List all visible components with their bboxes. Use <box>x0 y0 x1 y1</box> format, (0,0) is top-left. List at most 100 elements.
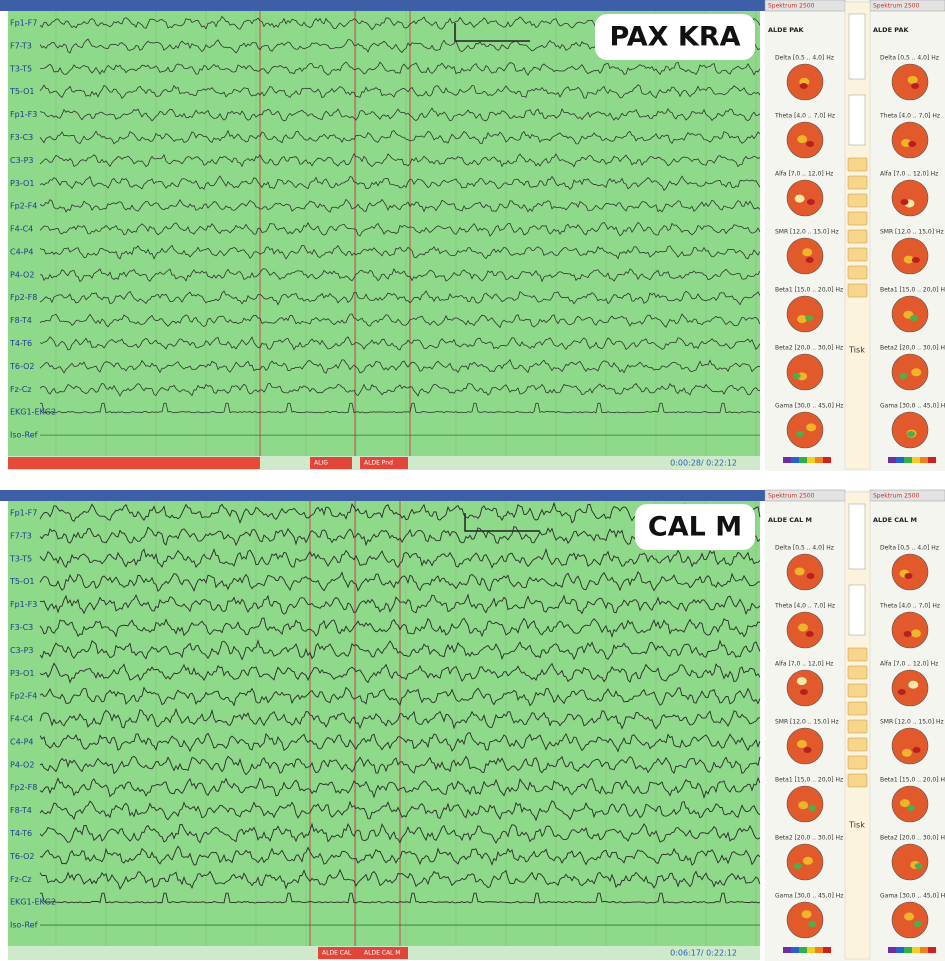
topo-map <box>891 553 929 591</box>
band-label: Beta2 [20,0 .. 30,0] Hz <box>775 345 843 352</box>
eeg-trace <box>39 267 761 283</box>
topo-blob <box>805 631 814 637</box>
topo-map <box>786 553 824 591</box>
band-label: Gama [30,0 .. 45,0] Hz <box>880 403 945 410</box>
band-label: SMR [12,0 .. 15,0] Hz <box>775 719 839 726</box>
channel-label: C4-P4 <box>10 737 33 746</box>
color-scale <box>888 457 896 463</box>
channel-label: T5-O1 <box>9 577 34 586</box>
channel-label: C4-P4 <box>10 247 33 256</box>
topo-blob <box>796 740 807 749</box>
channel-label: C3-P3 <box>10 646 33 655</box>
band-label: SMR [12,0 .. 15,0] Hz <box>775 229 839 236</box>
range-slider <box>848 584 866 636</box>
channel-label: Fp2-F4 <box>10 692 37 701</box>
marker-label: ALDE CAL M <box>364 950 401 957</box>
band-label: SMR [12,0 .. 15,0] Hz <box>880 229 944 236</box>
topo-blob <box>799 83 808 89</box>
topo-map <box>891 785 929 823</box>
eeg-trace <box>39 129 761 145</box>
eeg-trace <box>39 593 761 616</box>
color-scale <box>904 947 912 953</box>
channel-label: Fp1-F3 <box>10 600 37 609</box>
topo-blob <box>911 83 920 89</box>
band-label: Theta [4,0 .. 7,0] Hz <box>879 603 940 610</box>
channel-label: T3-T5 <box>9 554 32 563</box>
topo-blob <box>903 631 912 637</box>
eeg-panel: Fp1-F7 F7-T3 T3-T5 T5-O1 Fp1-F3 F3-C3 C3-P3 P3-… <box>0 0 945 471</box>
band-label: Beta1 [15,0 .. 20,0] Hz <box>880 777 945 784</box>
topo-blob <box>799 689 808 695</box>
channel-label: F4-C4 <box>10 225 33 234</box>
band-label: Alfa [7,0 .. 12,0] Hz <box>775 661 833 668</box>
control-button <box>847 719 868 734</box>
topo-blob <box>798 623 809 632</box>
eeg-trace <box>39 732 761 753</box>
band-label: Gama [30,0 .. 45,0] Hz <box>775 403 843 410</box>
topo-blob <box>911 257 920 263</box>
channel-label: Fp2-F8 <box>10 783 37 792</box>
control-button <box>847 647 868 662</box>
control-button <box>847 265 868 280</box>
band-label: Delta [0,5 .. 4,0] Hz <box>880 55 939 62</box>
topo-map <box>891 353 929 391</box>
eeg-trace <box>39 686 761 707</box>
color-scale <box>920 947 928 953</box>
spectrum-subject: ALDE CAL M <box>768 516 812 524</box>
eeg-trace <box>40 892 761 904</box>
channel-label: T4-T6 <box>9 829 32 838</box>
spectrum-subject: ALDE CAL M <box>873 516 917 524</box>
topo-blob <box>914 863 923 869</box>
topo-blob <box>897 689 906 695</box>
band-label: Alfa [7,0 .. 12,0] Hz <box>880 661 938 668</box>
topo-blob <box>796 677 807 686</box>
band-label: Theta [4,0 .. 7,0] Hz <box>879 113 940 120</box>
topo-map <box>891 179 929 217</box>
print-button: Tisk <box>848 346 865 355</box>
time-readout: 0:06:17/ 0:22:12 <box>670 949 737 958</box>
topo-blob <box>904 573 913 579</box>
band-label: Delta [0,5 .. 4,0] Hz <box>775 545 834 552</box>
channel-label: Fp1-F7 <box>10 509 37 518</box>
control-button <box>847 701 868 716</box>
channel-label: T5-O1 <box>9 87 34 96</box>
topo-blob <box>806 199 815 205</box>
eeg-trace <box>39 198 761 213</box>
channel-label: P3-O1 <box>10 669 34 678</box>
topo-blob <box>793 863 802 869</box>
level-slider <box>848 13 866 80</box>
eeg-trace <box>39 244 761 260</box>
channel-label: Fp2-F8 <box>10 293 37 302</box>
topo-blob <box>794 194 805 203</box>
topo-blob <box>906 805 915 811</box>
color-scale <box>928 947 936 953</box>
band-label: Gama [30,0 .. 45,0] Hz <box>775 893 843 900</box>
subject-badge-text: PAX KRA <box>609 22 740 53</box>
topo-blob <box>903 255 914 264</box>
eeg-trace <box>39 707 761 730</box>
color-scale <box>791 457 799 463</box>
eeg-trace <box>39 336 761 351</box>
spectrum-subject: ALDE PAK <box>873 26 909 34</box>
print-button: Tisk <box>848 821 865 830</box>
band-label: Beta1 [15,0 .. 20,0] Hz <box>880 287 945 294</box>
eeg-trace <box>39 153 761 168</box>
control-button <box>847 737 868 752</box>
band-label: Delta [0,5 .. 4,0] Hz <box>880 545 939 552</box>
topo-blob <box>900 199 909 205</box>
subject-badge <box>595 14 755 60</box>
eeg-trace <box>39 175 761 191</box>
topo-blob <box>802 856 813 865</box>
color-scale <box>791 947 799 953</box>
topo-blob <box>798 801 809 810</box>
eeg-trace <box>39 776 761 800</box>
topo-map <box>786 353 824 391</box>
band-label: SMR [12,0 .. 15,0] Hz <box>880 719 944 726</box>
band-label: Beta2 [20,0 .. 30,0] Hz <box>880 835 945 842</box>
level-slider <box>848 503 866 570</box>
topo-blob <box>901 748 912 757</box>
time-readout: 0:00:28/ 0:22:12 <box>670 459 737 468</box>
eeg-trace <box>39 617 761 639</box>
progress-bar <box>8 457 260 469</box>
topo-map <box>891 843 929 881</box>
